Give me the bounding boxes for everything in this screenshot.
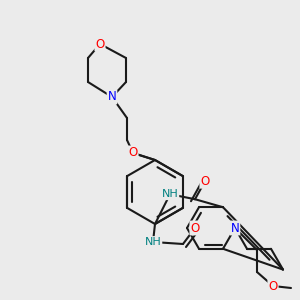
Text: NH: NH — [145, 237, 161, 247]
Text: O: O — [95, 38, 105, 50]
Text: N: N — [108, 91, 116, 103]
Text: O: O — [128, 146, 138, 160]
Text: O: O — [200, 175, 210, 188]
Text: NH: NH — [162, 189, 178, 199]
Text: N: N — [231, 221, 239, 235]
Text: O: O — [190, 221, 200, 235]
Text: O: O — [268, 280, 278, 292]
